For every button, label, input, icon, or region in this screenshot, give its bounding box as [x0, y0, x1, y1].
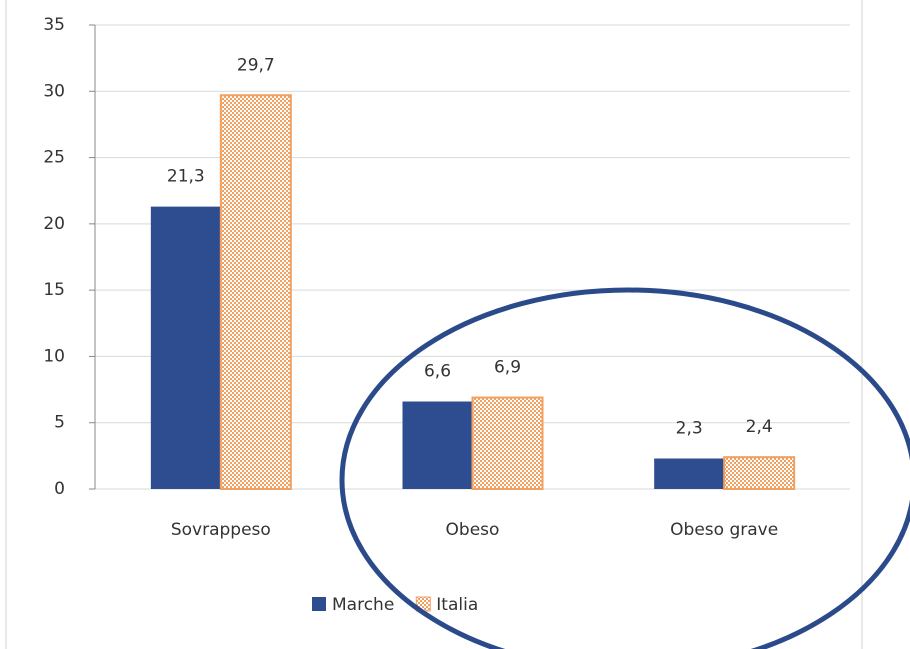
value-label: 29,7	[237, 55, 275, 75]
bar	[471, 396, 544, 491]
legend-label: Marche	[332, 595, 394, 615]
legend-swatch	[312, 597, 326, 611]
x-tick-label: Obeso grave	[670, 520, 778, 540]
legend-label: Italia	[436, 595, 478, 615]
y-tick-label: 30	[43, 81, 65, 101]
x-tick-label: Sovrappeso	[171, 520, 271, 540]
y-tick-label: 15	[43, 280, 65, 300]
value-label: 2,3	[676, 419, 703, 439]
y-tick-label: 35	[43, 15, 65, 35]
highlight-ellipse	[339, 287, 910, 649]
bar	[150, 206, 221, 489]
x-tick-label: Obeso	[446, 520, 500, 540]
value-label: 6,9	[494, 358, 521, 378]
y-tick-label: 5	[54, 413, 65, 433]
y-tick-label: 10	[43, 346, 65, 366]
bar	[654, 458, 725, 489]
bar	[723, 456, 796, 491]
y-tick-label: 20	[43, 214, 65, 234]
value-label: 2,4	[746, 417, 773, 437]
y-tick-label: 25	[43, 148, 65, 168]
bar	[219, 94, 292, 491]
value-label: 21,3	[167, 167, 205, 187]
value-label: 6,6	[424, 362, 451, 382]
y-tick-label: 0	[54, 479, 65, 499]
bar	[402, 401, 473, 489]
